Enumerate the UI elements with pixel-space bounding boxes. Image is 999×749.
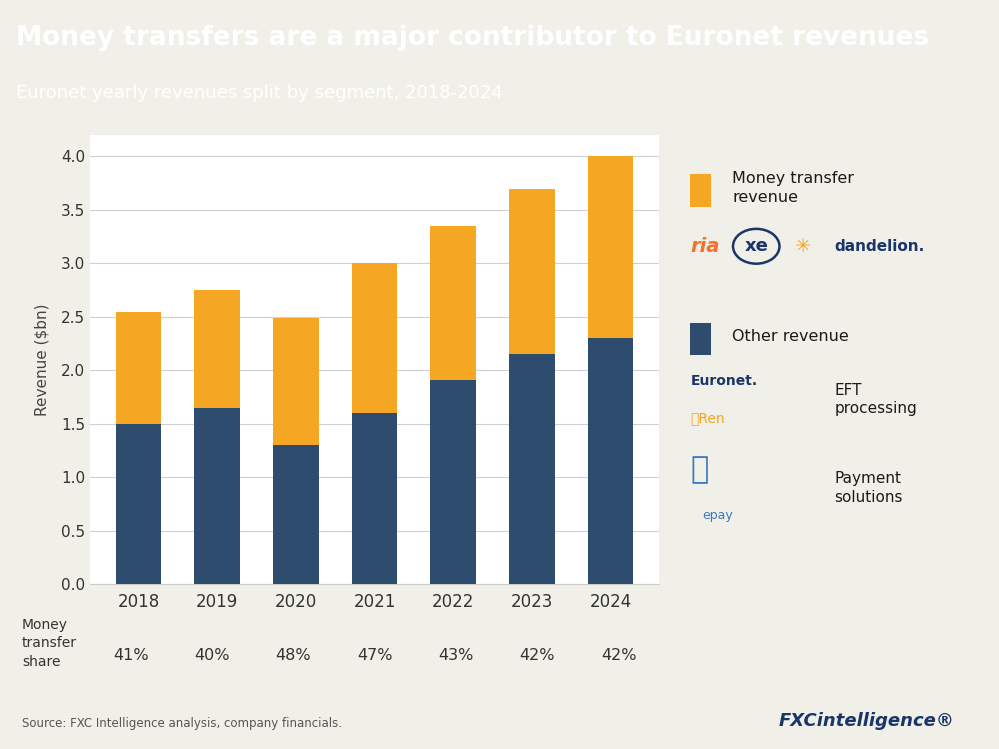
Bar: [116, 424, 162, 584]
Text: Euronet yearly revenues split by segment, 2018-2024: Euronet yearly revenues split by segment…: [16, 84, 502, 103]
Text: Other revenue: Other revenue: [732, 330, 849, 345]
Text: 48%: 48%: [276, 648, 311, 663]
Text: Euronet.: Euronet.: [690, 374, 757, 388]
Text: 47%: 47%: [357, 648, 393, 663]
Bar: [509, 354, 554, 584]
Bar: [587, 157, 633, 338]
Text: 41%: 41%: [113, 648, 149, 663]
Text: 42%: 42%: [519, 648, 555, 663]
Text: Payment
solutions: Payment solutions: [834, 471, 903, 505]
Text: ⎘Ren: ⎘Ren: [690, 411, 725, 425]
Text: ⧈: ⧈: [690, 455, 708, 484]
Text: xe: xe: [744, 237, 768, 255]
Bar: [431, 225, 477, 380]
Text: Money transfer
revenue: Money transfer revenue: [732, 172, 854, 205]
Text: Money
transfer
share: Money transfer share: [22, 618, 77, 669]
Text: ✳: ✳: [795, 237, 811, 255]
Bar: [352, 263, 398, 413]
FancyBboxPatch shape: [690, 175, 711, 207]
Text: Source: FXC Intelligence analysis, company financials.: Source: FXC Intelligence analysis, compa…: [22, 718, 342, 730]
Text: 43%: 43%: [439, 648, 474, 663]
Text: FXCintelligence®: FXCintelligence®: [778, 712, 954, 730]
Text: 40%: 40%: [194, 648, 230, 663]
Text: Money transfers are a major contributor to Euronet revenues: Money transfers are a major contributor …: [16, 25, 929, 51]
FancyBboxPatch shape: [690, 323, 711, 355]
Bar: [431, 380, 477, 584]
Bar: [195, 407, 240, 584]
Text: ria: ria: [690, 237, 719, 255]
Text: EFT
processing: EFT processing: [834, 383, 917, 416]
Text: epay: epay: [702, 509, 733, 522]
Bar: [352, 413, 398, 584]
Bar: [116, 312, 162, 424]
Text: dandelion.: dandelion.: [834, 239, 924, 254]
Y-axis label: Revenue ($bn): Revenue ($bn): [35, 303, 50, 416]
Bar: [509, 189, 554, 354]
Bar: [273, 445, 319, 584]
Bar: [195, 290, 240, 407]
Bar: [587, 338, 633, 584]
Text: 42%: 42%: [601, 648, 636, 663]
Bar: [273, 318, 319, 445]
